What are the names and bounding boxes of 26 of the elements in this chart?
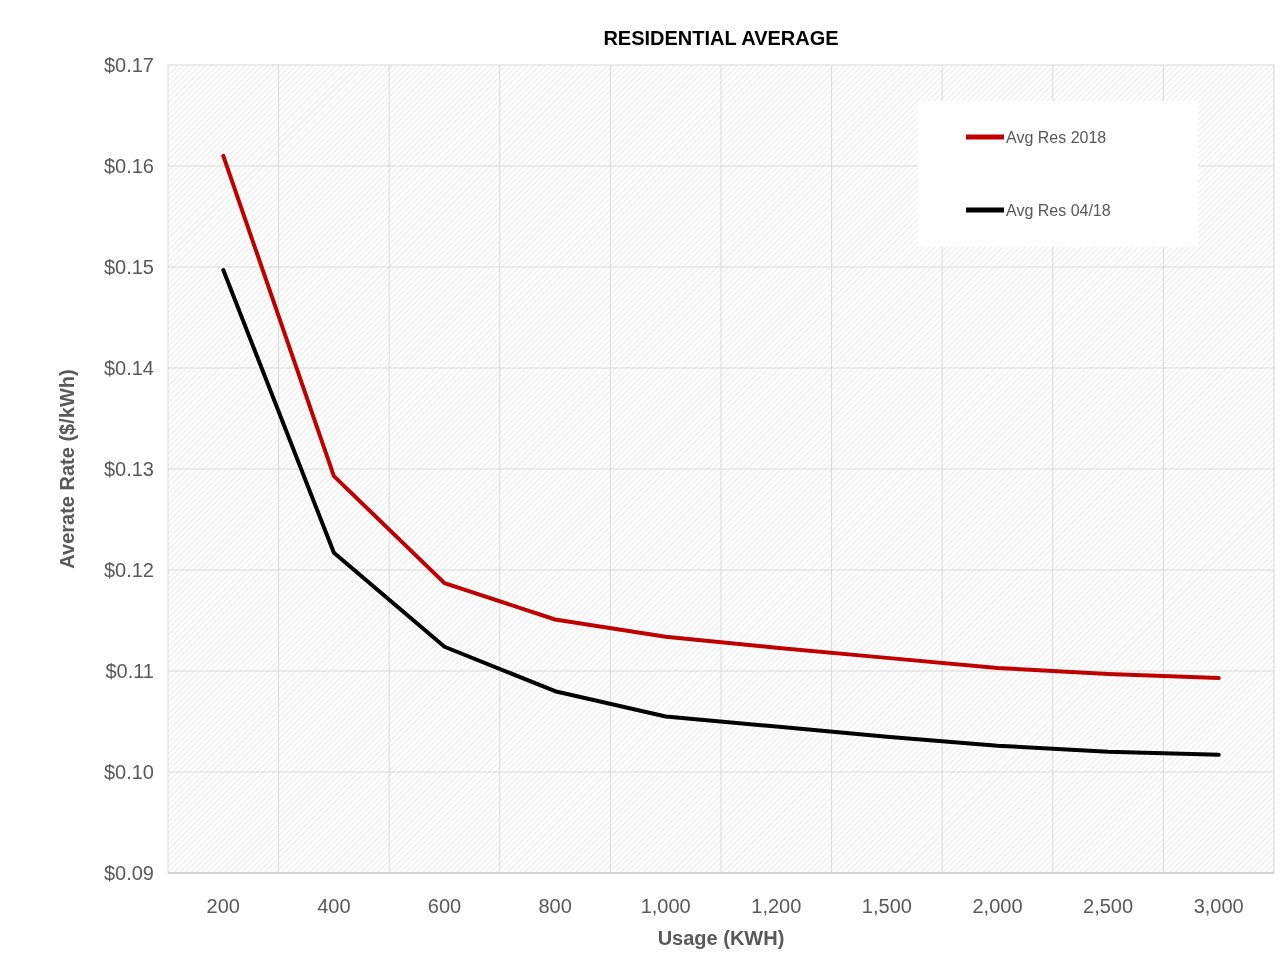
line-series: [221, 268, 1221, 757]
x-tick-label: 800: [538, 895, 572, 917]
y-tick-label: $0.16: [103, 155, 154, 177]
x-axis-title: Usage (KWH): [657, 927, 785, 949]
legend-label: Avg Res 2018: [1006, 128, 1107, 146]
y-tick-label: $0.15: [103, 256, 154, 278]
x-tick-label: 1,500: [861, 895, 912, 917]
y-tick-label: $0.12: [103, 559, 154, 581]
y-tick-label: $0.10: [103, 761, 154, 783]
legend-label: Avg Res 04/18: [1006, 201, 1111, 219]
x-tick-label: 200: [206, 895, 240, 917]
x-tick-label: 600: [427, 895, 462, 917]
x-tick-label: 2,500: [1083, 895, 1134, 917]
line-series: [221, 153, 1221, 681]
x-tick-label: 400: [317, 895, 351, 917]
y-tick-label: $0.17: [103, 54, 154, 76]
y-axis-title: Averate Rate ($/kWh): [56, 369, 78, 569]
x-tick-label: 1,000: [640, 895, 691, 917]
y-tick-label: $0.13: [103, 458, 154, 480]
y-tick-label: $0.11: [105, 660, 154, 682]
x-tick-label: 1,200: [751, 895, 802, 917]
x-tick-label: 2,000: [972, 895, 1023, 917]
x-tick-label: 3,000: [1193, 895, 1244, 917]
chart-title: RESIDENTIAL AVERAGE: [603, 27, 839, 49]
y-tick-label: $0.14: [103, 357, 154, 379]
y-tick-label: $0.09: [103, 862, 154, 884]
